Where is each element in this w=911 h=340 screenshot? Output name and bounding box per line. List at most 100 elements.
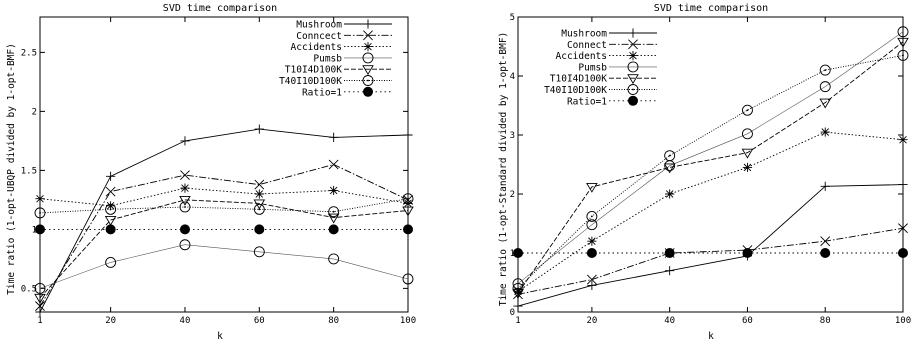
y-tick-label: 2.5 [21,48,37,58]
legend-marker [627,61,639,73]
data-point [253,199,266,210]
y-tick-label: 4 [510,72,515,82]
data-point [34,282,46,294]
series-accidents [513,127,908,296]
legend-label: Pumsb [313,53,342,64]
data-point [587,236,597,246]
x-tick-label: 60 [254,316,265,326]
series-ratio-1 [35,224,413,235]
legend-entry: T10I4D100K [285,65,392,76]
chart-left: SVD time comparison k Time ratio (1-opt-… [6,3,416,340]
y-axis-label: Time ratio (1-opt-UBQP divided by 1-opt-… [6,43,17,295]
data-point [897,49,909,61]
data-point [586,219,598,231]
data-point [180,183,190,193]
series-line [39,128,409,313]
data-point [665,266,675,276]
legend-marker [362,65,374,76]
legend-marker [627,84,639,95]
data-point [106,201,116,211]
series-t40i10d100k [512,49,909,294]
series-line [39,187,409,207]
y-tick-label: 0.5 [21,284,37,294]
data-point [402,193,414,205]
data-point [105,224,116,235]
x-tick-label: 80 [820,316,831,326]
legend-entry: Mushroom [561,28,657,40]
series-mushroom [513,179,908,311]
data-point [35,307,45,317]
data-point [741,128,753,140]
x-tick-label: 100 [895,316,911,326]
series-accidents [35,183,413,211]
data-point [403,224,413,235]
data-point [741,148,754,159]
legend-entry: T40I10D100K [279,75,392,87]
legend-label: T40I10D100K [279,76,342,87]
data-point [742,248,753,258]
legend-entry: Conncect [296,30,392,42]
series-line [517,54,904,289]
x-axis-label: k [708,331,714,340]
data-point [105,203,117,215]
data-point [820,181,830,191]
x-tick-label: 20 [586,316,597,326]
legend-label: T40I10D100K [544,85,607,96]
data-point [512,289,524,300]
data-point [328,253,340,265]
data-point [402,206,414,217]
legend-label: Mushroom [296,20,342,31]
x-axis-label: k [217,331,223,340]
data-point [179,201,191,213]
data-point [586,210,598,222]
data-point [898,179,908,190]
data-point [513,248,523,258]
chart-title: SVD time comparison [163,3,277,14]
legend-entry: T10I4D100K [550,74,657,85]
data-point [35,301,45,312]
legend-label: T10I4D100K [550,74,607,85]
data-point [898,135,908,145]
data-point [179,224,190,235]
y-axis-label: Time ratio (1-opt-Standard divided by 1-… [498,32,509,307]
data-point [403,130,413,140]
data-point [664,150,676,162]
data-point [587,280,597,291]
data-point [254,224,265,235]
data-point [513,286,523,296]
series-line [517,31,904,284]
series-pumsb [512,26,909,290]
data-point [586,182,598,193]
data-point [742,162,753,173]
legend-entry: Pumsb [578,61,657,73]
data-point [586,274,597,285]
series-t10i4d100k [34,195,414,304]
legend-marker [362,52,374,64]
data-point [402,273,414,285]
y-tick-label: 1.5 [21,166,37,176]
legend-marker [363,19,373,29]
legend-label: Connect [567,40,607,51]
legend-marker [363,42,373,52]
x-tick-label: 100 [400,316,416,326]
legend-entry: Mushroom [296,19,392,31]
legend-marker [362,75,374,86]
x-tick-label: 80 [328,316,339,326]
legend-entry: T40I10D100K [544,84,657,96]
data-point [34,207,46,219]
legend-label: Accidents [556,51,607,62]
data-point [329,185,339,196]
series-t10i4d100k [512,37,909,300]
series-line [517,184,904,307]
data-point [820,236,831,247]
data-point [253,246,265,258]
y-tick-label: 3 [510,131,515,141]
series-line [517,131,904,292]
y-tick-label: 1 [510,249,515,259]
data-point [327,213,340,224]
chart-title: SVD time comparison [654,3,768,14]
data-point [179,239,191,251]
x-tick-label: 20 [105,316,116,326]
chart-right: SVD time comparison k Time ratio (1-opt-… [498,3,911,340]
